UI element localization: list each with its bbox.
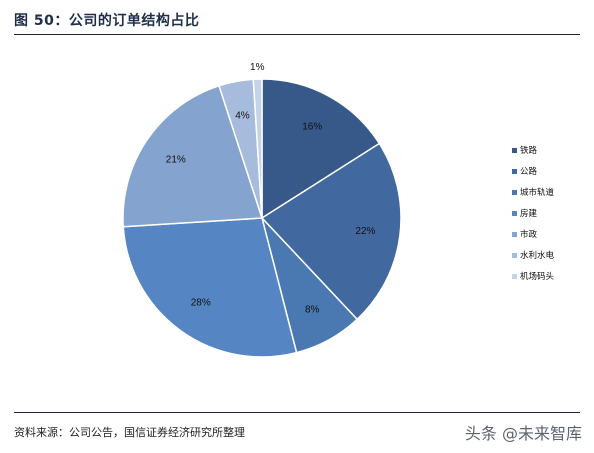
pie-slice-label-4: 28% — [191, 297, 211, 308]
pie-slice-label-5: 21% — [166, 154, 186, 165]
figure-title: 图 50：公司的订单结构占比 — [14, 13, 200, 29]
legend-label-5: 市政 — [520, 229, 538, 240]
legend-label-2: 公路 — [520, 166, 538, 177]
pie-slice-7 — [252, 78, 263, 219]
legend-label-7: 机场码头 — [520, 271, 555, 282]
pie-slice-label-7: 1% — [250, 62, 265, 73]
pie-slice-1 — [261, 78, 381, 220]
legend-swatch-5 — [512, 232, 517, 237]
pie-slice-4 — [122, 217, 298, 358]
legend-swatch-6 — [512, 253, 517, 258]
legend-swatch-4 — [512, 211, 517, 216]
legend-swatch-7 — [512, 274, 517, 279]
legend-swatch-1 — [512, 148, 517, 153]
legend-label-4: 房建 — [520, 208, 538, 219]
source-note: 资料来源：公司公告，国信证券经济研究所整理 — [14, 426, 245, 439]
title-bar: 图 50：公司的订单结构占比 — [14, 10, 580, 36]
pie-slice-label-6: 4% — [235, 111, 250, 122]
pie-slice-5 — [122, 84, 264, 228]
pie-slice-label-3: 8% — [305, 304, 320, 315]
legend-swatch-3 — [512, 190, 517, 195]
title-divider — [14, 34, 580, 35]
legend-label-6: 水利水电 — [520, 250, 555, 261]
legend-label-1: 铁路 — [520, 145, 538, 156]
pie-slice-2 — [260, 142, 402, 321]
pie-slice-label-2: 22% — [355, 226, 375, 237]
legend-label-3: 城市轨道 — [520, 187, 555, 198]
pie-slice-label-1: 16% — [302, 122, 322, 133]
watermark: 头条 @未来智库 — [464, 424, 582, 443]
legend-swatch-2 — [512, 169, 517, 174]
footer-divider — [14, 412, 580, 413]
